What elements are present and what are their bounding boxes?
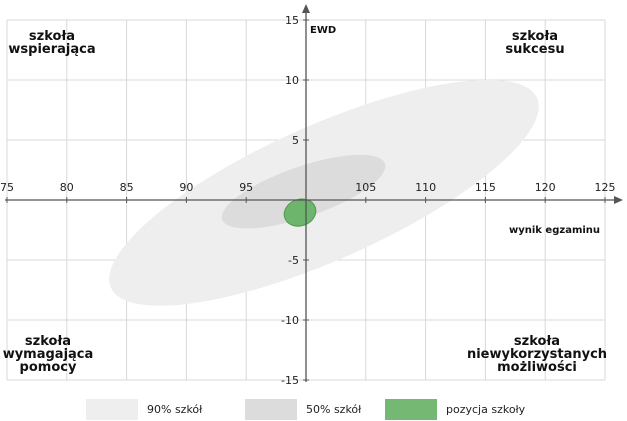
legend-label-50: 50% szkół: [306, 403, 362, 416]
axes: [5, 4, 623, 382]
quadrant-top-right-line: sukcesu: [505, 42, 565, 57]
quadrant-top-right: szkoła sukcesu: [481, 30, 589, 56]
x-tick-label: 80: [60, 181, 74, 194]
quadrant-bottom-right-line: niewykorzystanych: [466, 347, 608, 362]
x-tick-label: 85: [120, 181, 134, 194]
legend: 90% szkół 50% szkół pozycja szkoły: [0, 399, 627, 421]
legend-swatch-50: [245, 399, 297, 420]
y-tick-label: 5: [292, 134, 299, 147]
quadrant-top-right-line: szkoła: [511, 29, 559, 44]
quadrant-bottom-right-line: możliwości: [497, 360, 577, 375]
y-tick-label: -10: [281, 314, 299, 327]
quadrant-bottom-left-line: pomocy: [19, 360, 77, 375]
quadrant-bottom-left: szkoła wymagająca pomocy: [0, 335, 96, 374]
x-tick-label: 125: [595, 181, 616, 194]
y-axis-arrow: [302, 4, 310, 13]
x-tick-label: 120: [535, 181, 556, 194]
y-tick-label: -5: [288, 254, 299, 267]
regions: [109, 79, 539, 306]
legend-swatch-90: [86, 399, 138, 420]
y-tick-label: 15: [285, 14, 299, 27]
quadrant-top-left-line: wspierająca: [8, 42, 96, 57]
quadrant-bottom-right: szkoła niewykorzystanych możliwości: [456, 335, 618, 374]
quadrant-top-left: szkoła wspierająca: [0, 30, 104, 56]
x-tick-label: 110: [415, 181, 436, 194]
y-tick-label: 10: [285, 74, 299, 87]
region-1: [221, 154, 386, 229]
x-axis-arrow: [614, 196, 623, 204]
x-axis-title: wynik egzaminu: [509, 225, 601, 236]
x-tick-label: 75: [0, 181, 14, 194]
legend-label-school: pozycja szkoły: [446, 403, 526, 416]
legend-swatch-school: [385, 399, 437, 420]
quadrant-top-left-line: szkoła: [28, 29, 76, 44]
quadrant-bottom-left-line: szkoła: [24, 334, 72, 349]
y-axis-title: EWD: [310, 25, 337, 36]
x-tick-label: 105: [355, 181, 376, 194]
legend-label-90: 90% szkół: [147, 403, 203, 416]
x-tick-label: 95: [239, 181, 253, 194]
quadrant-bottom-right-line: szkoła: [513, 334, 561, 349]
quadrant-bottom-left-line: wymagająca: [2, 347, 94, 362]
x-tick-label: 90: [179, 181, 193, 194]
y-tick-label: -15: [281, 374, 299, 387]
x-tick-label: 115: [475, 181, 496, 194]
